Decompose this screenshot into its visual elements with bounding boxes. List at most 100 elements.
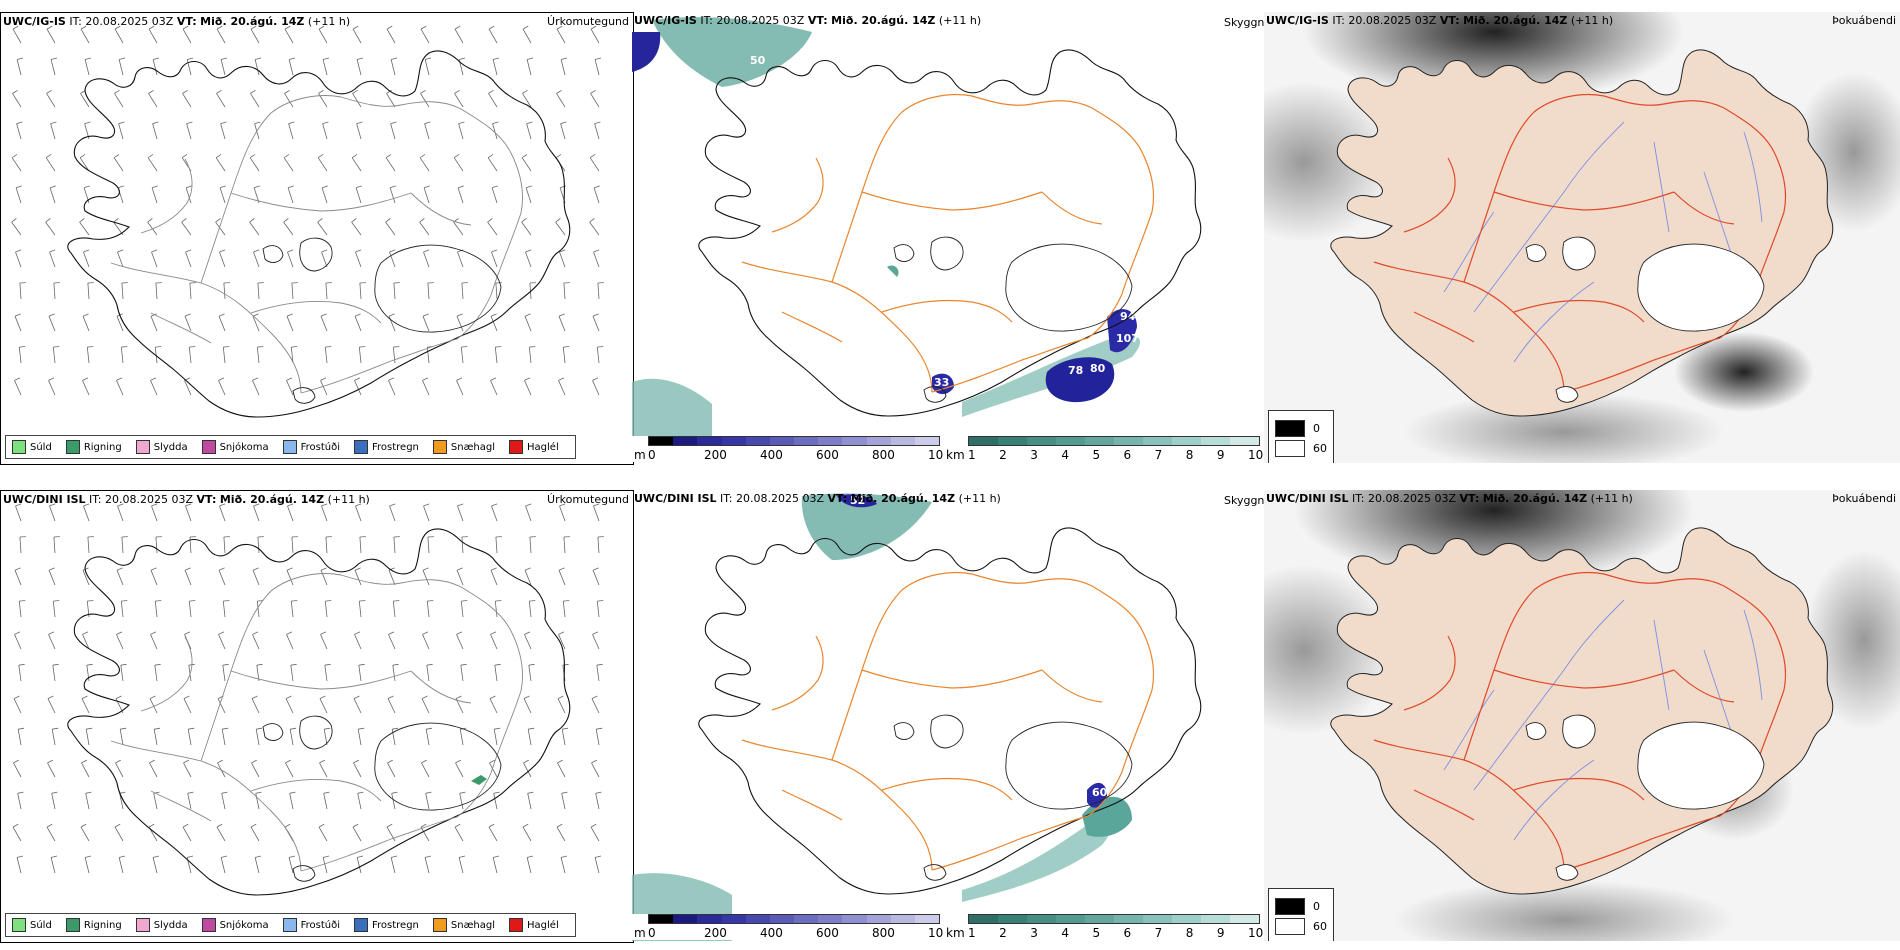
wind-barb-flag (359, 346, 366, 348)
wind-barb (253, 187, 260, 204)
wind-barb-flag (12, 89, 18, 94)
wind-barb-flag (526, 121, 533, 124)
wind-barb-flag (182, 25, 189, 30)
wind-barb (389, 251, 396, 268)
wind-barb (494, 347, 498, 364)
wind-barb (48, 380, 56, 396)
wind-barb-flag (120, 663, 127, 666)
wind-barb-flag (392, 727, 399, 730)
wind-barb-flag (151, 503, 158, 507)
wind-barb (216, 93, 226, 108)
wind-barb (560, 857, 566, 874)
wind-barb-flag (489, 759, 495, 764)
wind-barb (218, 570, 226, 586)
wind-barb-flag (389, 249, 396, 253)
wind-barb-flag (422, 567, 429, 571)
wind-barb-flag (79, 218, 85, 223)
wind-barb-flag (285, 759, 291, 764)
wind-barb-flag (393, 346, 400, 348)
legend-item: Súld (12, 918, 52, 932)
wind-barb (456, 634, 464, 650)
wind-barb-flag (120, 727, 127, 730)
wind-barb-flag (525, 503, 532, 507)
legend-label: Rigning (83, 919, 122, 931)
road-network (110, 95, 524, 394)
wind-barb (494, 665, 498, 682)
wind-barb (385, 221, 396, 236)
legend-label: Frostregn (372, 919, 419, 931)
wind-barb (183, 762, 192, 778)
wind-barb (287, 251, 294, 268)
wind-barb-flag (114, 823, 121, 828)
wind-barb (120, 347, 124, 364)
wind-barb (325, 536, 328, 554)
wind-barb (257, 536, 260, 554)
fog-legend-swatch (1275, 420, 1305, 437)
legend-label: Slydda (153, 919, 188, 931)
wind-barb (424, 857, 430, 874)
wind-barb-flag (222, 663, 229, 666)
fog-legend-swatch (1275, 440, 1305, 457)
wind-barb-flag (320, 567, 327, 571)
wind-barb (120, 665, 124, 682)
wind-barb (524, 316, 532, 332)
wind-barb (253, 505, 260, 522)
wind-barb (597, 282, 600, 300)
wind-barb (352, 93, 362, 108)
wind-barb-flag (391, 855, 398, 858)
wind-barb (11, 221, 22, 236)
glacier-outlines (262, 237, 502, 404)
wind-barb (593, 505, 600, 522)
wind-barb (12, 28, 22, 44)
wind-barb-flag (321, 503, 328, 507)
wind-barb (562, 347, 566, 364)
wind-barb (527, 729, 532, 746)
wind-barb-flag (256, 663, 263, 666)
wind-barb (562, 601, 566, 618)
colorbar-tick: 3 (1030, 926, 1038, 940)
wind-barb (524, 570, 532, 586)
panel-header: UWC/DINI ISL IT: 20.08.2025 03Z VT: Mið.… (634, 492, 1001, 505)
wind-barb-flag (426, 663, 433, 666)
legend-label: Rigning (83, 441, 122, 453)
ceiling-visibility-panel-bottom: 52 60 UWC/DINI ISL IT: 20.08.2025 03Z VT:… (632, 490, 1264, 941)
legend-item: Snjókoma (201, 918, 269, 932)
wind-barb (255, 793, 260, 810)
wind-barb-flag (149, 695, 156, 699)
wind-barb-flag (283, 154, 290, 159)
wind-barb-flag (487, 154, 494, 159)
wind-barb-flag (488, 25, 495, 30)
wind-barb (590, 93, 600, 108)
wind-barb (49, 505, 56, 522)
wind-barb-flag (218, 377, 225, 381)
wind-barb-flag (591, 695, 598, 699)
wind-barb (490, 380, 498, 396)
iceland-coastline (67, 528, 571, 896)
wind-barb-flag (323, 57, 330, 60)
wind-barb (14, 634, 22, 650)
wind-barb-flag (148, 823, 155, 828)
wind-barb (220, 857, 226, 874)
wind-barb-flag (48, 567, 55, 571)
wind-barb-flag (46, 89, 52, 94)
wind-barb-flag (255, 855, 262, 858)
legend-label: Snjókoma (219, 441, 269, 453)
wind-barb (16, 123, 22, 140)
fog-legend: 0 60 (1268, 888, 1334, 941)
wind-barb-flag (217, 759, 223, 764)
wind-barb-flag (253, 249, 260, 253)
wind-barb (217, 698, 226, 714)
wind-barb (79, 157, 90, 172)
wind-barb-flag (325, 346, 332, 348)
fog-legend-row: 60 (1275, 440, 1327, 457)
wind-barb (393, 536, 396, 554)
wind-barb-flag (114, 89, 120, 94)
wind-barb (189, 282, 192, 300)
wind-barb-flag (287, 185, 294, 189)
ceiling-value-label: 94 (1120, 310, 1136, 323)
wind-barb-flag (456, 313, 463, 317)
wind-barb-flag (459, 791, 466, 794)
wind-barb (114, 28, 124, 44)
wind-barb (150, 570, 158, 586)
wind-barb (254, 59, 260, 76)
